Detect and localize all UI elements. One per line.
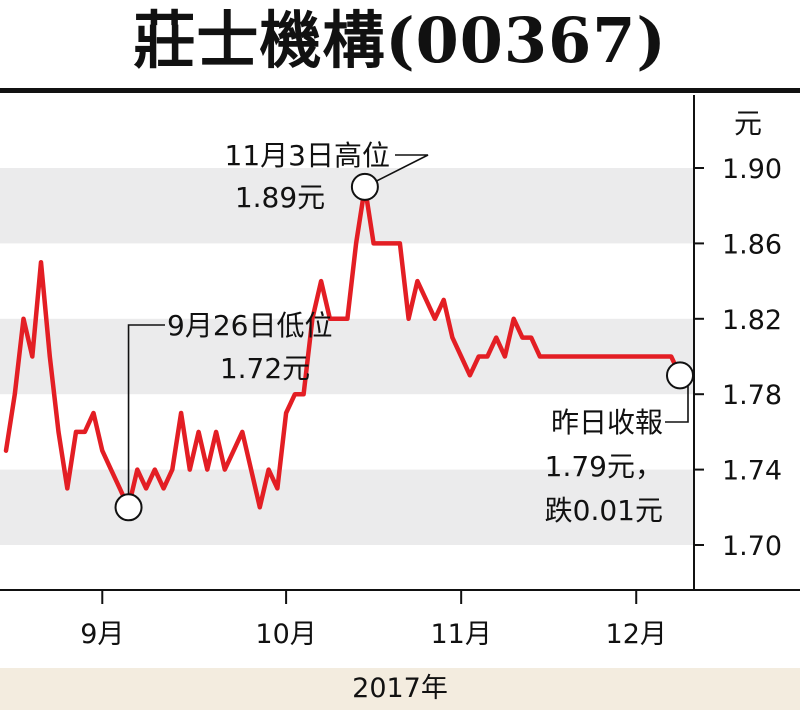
y-tick-label: 1.90 [722, 154, 782, 185]
y-tick-label: 1.78 [722, 380, 782, 411]
title-rule [0, 88, 800, 93]
annotation-markers [114, 172, 694, 522]
annotation-low-label: 9月26日低位 [167, 309, 332, 342]
annotation-marker-low [114, 493, 143, 522]
y-tick-label: 1.82 [722, 305, 782, 336]
annotation-leader-low [127, 324, 165, 508]
x-tick-label: 9月 [80, 619, 124, 650]
grid-band-0 [0, 168, 694, 244]
x-tick-label: 11月 [430, 619, 491, 650]
annotation-marker-high [350, 172, 379, 201]
year-label: 2017年 [352, 673, 448, 704]
annotation-high-value: 1.89元 [235, 181, 325, 214]
x-tick-label: 10月 [255, 619, 316, 650]
annotation-low-value: 1.72元 [220, 352, 310, 385]
x-axis-ticks: 9月 10月 11月 12月 [80, 590, 667, 650]
annotation-marker-close [666, 361, 694, 390]
annotation-high-label: 11月3日高位 [225, 139, 390, 172]
chart-title: 莊士機構(00367) [133, 4, 667, 77]
y-axis-unit: 元 [734, 107, 762, 140]
y-tick-label: 1.86 [722, 229, 782, 260]
annotation-leader-high [364, 154, 429, 188]
year-band [0, 668, 800, 710]
x-tick-label: 12月 [606, 619, 667, 650]
y-tick-label: 1.70 [722, 531, 782, 562]
annotation-close-change: 跌0.01元 [545, 494, 663, 527]
y-tick-label: 1.74 [722, 456, 782, 487]
axis-lines [0, 95, 800, 591]
annotation-close-label: 昨日收報 [551, 406, 663, 439]
y-axis-ticks: 1.90 1.86 1.82 1.78 1.74 1.70 [694, 154, 782, 562]
price-series-line [3, 184, 683, 510]
price-chart: 1.90 1.86 1.82 1.78 1.74 1.70 元 9月 10月 11月 12月 1… [0, 95, 800, 650]
annotation-close-value: 1.79元， [545, 450, 663, 483]
